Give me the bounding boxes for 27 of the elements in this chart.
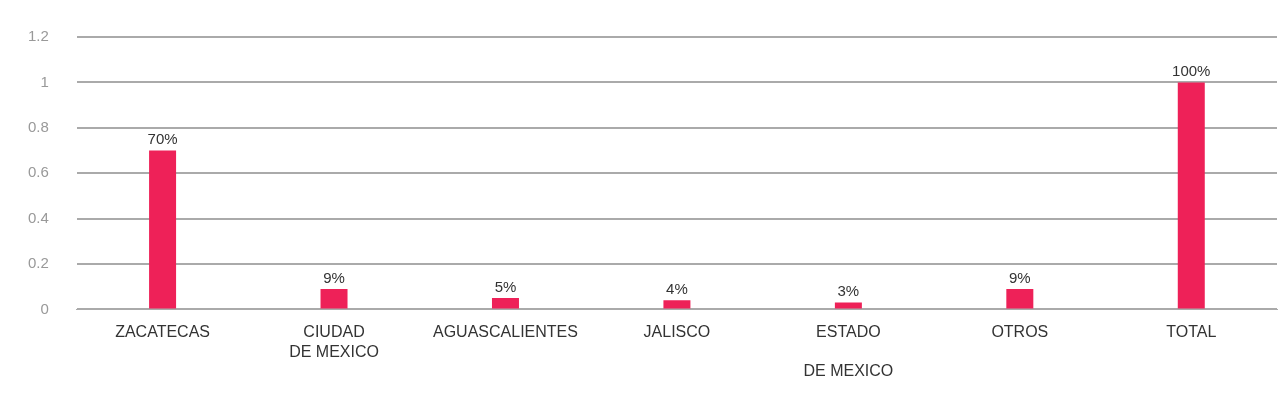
y-tick-label: 1 [40, 72, 49, 90]
x-tick-label: JALISCO [643, 323, 711, 341]
y-tick-label: 0.8 [27, 117, 49, 135]
data-label: 5% [494, 277, 517, 295]
x-tick-label: OTROS [991, 323, 1049, 341]
data-label: 3% [837, 282, 860, 300]
data-label: 4% [666, 279, 688, 297]
data-label: 70% [147, 130, 178, 148]
x-tick-label: AGUASCALIENTES [433, 323, 578, 341]
bar [1177, 82, 1205, 309]
data-label: 100% [1172, 62, 1211, 80]
category-label: ESTADO DE MEXICO [803, 323, 894, 379]
x-tick-label: TOTAL [1166, 323, 1217, 341]
x-tick-label: ZACATECAS [115, 323, 210, 341]
bar [663, 300, 691, 309]
bar [1006, 288, 1034, 309]
y-tick-label: 0.6 [27, 163, 49, 181]
bar [491, 298, 519, 309]
y-tick-label: 0.2 [27, 254, 49, 272]
data-label: 9% [1008, 268, 1031, 286]
bar [320, 288, 348, 309]
y-tick-label: 0.4 [27, 208, 49, 226]
bar [149, 150, 177, 309]
y-tick-label: 0 [40, 299, 49, 317]
x-tick-label: CIUDAD DE MEXICO [289, 323, 379, 360]
y-tick-label: 1.2 [27, 27, 49, 45]
data-label: 9% [323, 268, 345, 286]
